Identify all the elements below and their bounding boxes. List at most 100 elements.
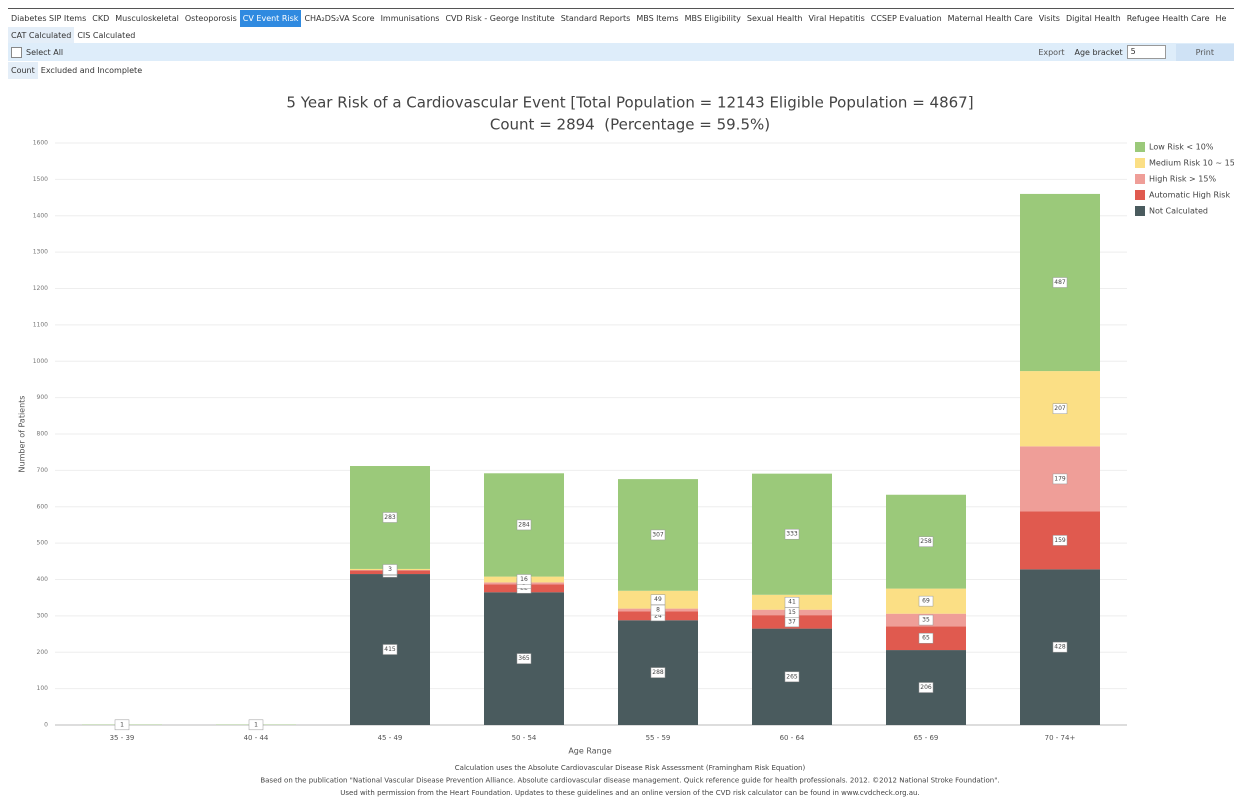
legend-label: Automatic High Risk: [1149, 191, 1230, 200]
tab[interactable]: Musculoskeletal: [115, 13, 179, 23]
legend-swatch: [1135, 190, 1145, 200]
x-tick-label: 55 - 59: [646, 734, 671, 742]
y-tick-label: 500: [37, 540, 49, 547]
x-tick-label: 45 - 49: [378, 734, 403, 742]
legend-label: Medium Risk 10 ~ 15%: [1149, 159, 1234, 168]
data-label: 159: [1054, 537, 1066, 544]
tab[interactable]: CHA₂DS₂VA Score: [304, 13, 375, 23]
label-box: [784, 596, 800, 608]
data-label: 8: [656, 607, 660, 614]
data-label: 49: [654, 596, 662, 603]
y-tick-label: 0: [44, 722, 48, 729]
view-tab[interactable]: Excluded and Incomplete: [40, 65, 143, 75]
legend-swatch: [1135, 174, 1145, 184]
label-box: [516, 653, 532, 664]
export-button[interactable]: Export: [1038, 47, 1065, 57]
label-box: [382, 644, 398, 655]
label-box: [1052, 535, 1068, 546]
data-label: 284: [518, 521, 530, 528]
data-label: 16: [520, 576, 528, 583]
data-label: 15: [788, 609, 796, 616]
toolbar: Select All Export Age bracket 5 Print: [8, 43, 1234, 61]
label-box: [382, 512, 398, 523]
label-box: [1052, 403, 1068, 414]
data-label: 35: [922, 617, 930, 624]
legend-swatch: [1135, 206, 1145, 216]
tab[interactable]: Digital Health: [1065, 13, 1121, 23]
footnote: Used with permission from the Heart Foun…: [340, 789, 919, 797]
data-label: 283: [384, 514, 396, 521]
label-box: [918, 632, 934, 644]
data-label: 207: [1054, 405, 1066, 412]
tab-bar: Diabetes SIP Items CKD Musculoskeletal Oste…: [8, 8, 1234, 27]
tab[interactable]: CVD Risk - George Institute: [445, 13, 555, 23]
label-box: [650, 667, 666, 678]
tab[interactable]: CCSEP Evaluation: [870, 13, 942, 23]
tab[interactable]: Standard Reports: [560, 13, 631, 23]
subtab-bar: CAT Calculated CIS Calculated: [8, 27, 1234, 43]
y-tick-label: 1100: [33, 321, 48, 328]
legend-label: Not Calculated: [1149, 207, 1208, 216]
select-all[interactable]: Select All: [26, 47, 64, 57]
label-box: [248, 719, 264, 731]
print-button[interactable]: Print: [1175, 43, 1234, 61]
data-label: 41: [788, 599, 796, 606]
tab[interactable]: Maternal Health Care: [947, 13, 1033, 23]
label-box: [516, 519, 532, 531]
ui: Diabetes SIP Items CKD Musculoskeletal Oste…: [8, 8, 1234, 79]
tab[interactable]: Viral Hepatitis: [808, 13, 865, 23]
data-label: 487: [1054, 279, 1066, 286]
y-tick-label: 1300: [33, 249, 48, 256]
x-tick-label: 65 - 69: [914, 734, 939, 742]
label-box: [516, 574, 532, 585]
y-tick-label: 100: [37, 685, 49, 692]
tab[interactable]: Osteoporosis: [184, 13, 237, 23]
y-tick-label: 400: [37, 576, 49, 583]
subtab[interactable]: CAT Calculated: [8, 27, 75, 43]
y-tick-label: 900: [37, 394, 49, 401]
tab[interactable]: MBS Eligibility: [684, 13, 741, 23]
view-tab[interactable]: Count: [8, 61, 38, 79]
tab[interactable]: Diabetes SIP Items: [11, 13, 87, 23]
age-bracket-label: Age bracket: [1074, 47, 1123, 57]
data-label: 1: [254, 721, 258, 728]
label-box: [114, 719, 130, 731]
y-tick-label: 600: [37, 503, 49, 510]
tab[interactable]: Visits: [1038, 13, 1060, 23]
age-bracket-input[interactable]: 5: [1126, 45, 1166, 59]
tab[interactable]: MBS Items: [636, 13, 679, 23]
data-label: 1: [120, 721, 124, 728]
tab[interactable]: Sexual Health: [746, 13, 803, 23]
y-tick-label: 1500: [33, 176, 48, 183]
label-box: [650, 604, 666, 616]
tab[interactable]: CKD: [92, 13, 110, 23]
label-box: [918, 536, 934, 547]
data-label: 69: [922, 598, 930, 605]
data-label: 428: [1054, 644, 1066, 651]
label-box: [918, 595, 934, 607]
data-label: 365: [518, 655, 530, 662]
chart-title: 5 Year Risk of a Cardiovascular Event [T…: [286, 94, 973, 112]
y-tick-label: 1600: [33, 140, 48, 147]
data-label: 288: [652, 669, 664, 676]
data-label: 24: [654, 612, 662, 619]
subtab[interactable]: CIS Calculated: [77, 30, 136, 40]
data-label: 37: [788, 618, 796, 625]
footnote: Calculation uses the Absolute Cardiovasc…: [455, 764, 806, 772]
tab[interactable]: He: [1215, 13, 1227, 23]
checkbox[interactable]: [11, 46, 22, 58]
legend-swatch: [1135, 142, 1145, 152]
data-label: 258: [920, 538, 932, 545]
data-label: 307: [652, 531, 664, 538]
view-bar: Count Excluded and Incomplete: [8, 61, 1234, 79]
data-label: 179: [1054, 475, 1066, 482]
tab[interactable]: Refugee Health Care: [1126, 13, 1210, 23]
data-label: 3: [388, 566, 392, 573]
tab[interactable]: Immunisations: [380, 13, 440, 23]
chart-subtitle: Count = 2894 (Percentage = 59.5%): [490, 116, 770, 134]
legend-swatch: [1135, 158, 1145, 168]
tab[interactable]: CV Event Risk: [239, 9, 302, 27]
legend-label: Low Risk < 10%: [1149, 143, 1214, 152]
x-tick-label: 40 - 44: [244, 734, 269, 742]
y-tick-label: 800: [37, 431, 49, 438]
